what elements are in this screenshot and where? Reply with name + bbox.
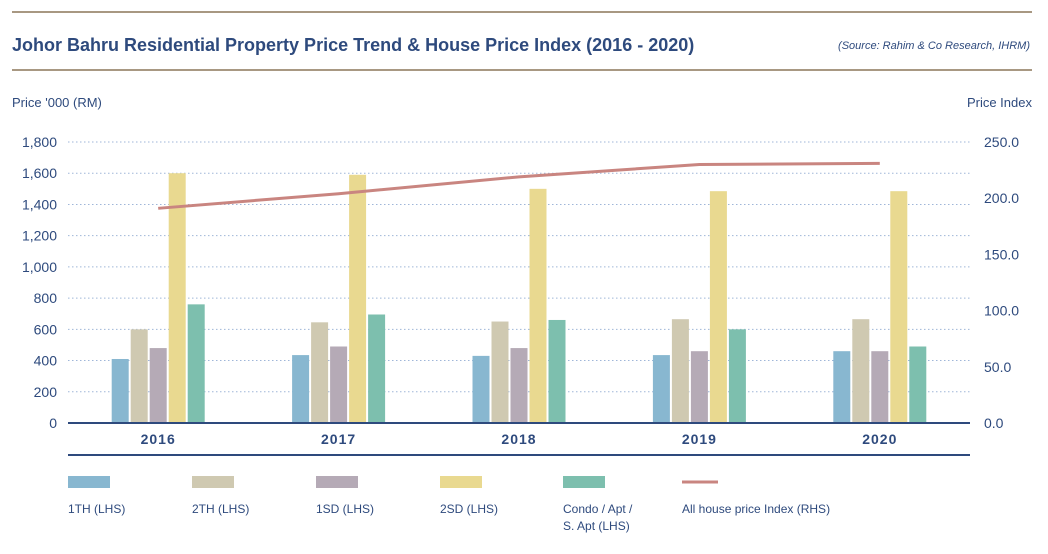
bar	[852, 319, 870, 423]
bar	[529, 188, 547, 423]
right-axis-ticks: 0.0 50.0 100.0 150.0 200.0 250.0	[984, 134, 1019, 431]
left-tick-label: 1,800	[22, 134, 57, 150]
bar	[548, 319, 566, 423]
left-tick-label: 0	[49, 415, 57, 431]
legend-swatch	[563, 476, 605, 488]
x-axis: 2016 2017 2018 2019 2020	[68, 422, 970, 456]
bar	[491, 321, 509, 423]
legend-label: 2TH (LHS)	[192, 502, 249, 516]
bar	[671, 319, 689, 423]
legend-swatch	[440, 476, 482, 488]
right-tick-label: 250.0	[984, 134, 1019, 150]
left-axis-title: Price '000 (RM)	[12, 95, 102, 110]
right-axis-title: Price Index	[967, 95, 1033, 110]
left-tick-label: 1,000	[22, 259, 57, 275]
left-tick-label: 600	[34, 321, 58, 337]
index-line	[158, 161, 880, 210]
left-tick-label: 800	[34, 290, 58, 306]
bar-series	[111, 173, 927, 423]
chart-title: Johor Bahru Residential Property Price T…	[12, 35, 694, 55]
legend-swatch	[192, 476, 234, 488]
right-tick-label: 150.0	[984, 246, 1019, 262]
x-tick-label: 2019	[682, 431, 717, 447]
legend: 1TH (LHS) 2TH (LHS) 1SD (LHS) 2SD (LHS) Cond…	[68, 476, 830, 533]
left-tick-label: 1,200	[22, 228, 57, 244]
bar	[292, 355, 310, 423]
bar	[472, 355, 490, 423]
x-tick-label: 2020	[862, 431, 897, 447]
right-tick-label: 200.0	[984, 190, 1019, 206]
bar	[833, 351, 851, 423]
x-tick-label: 2016	[141, 431, 176, 447]
left-tick-label: 1,400	[22, 196, 57, 212]
legend-swatch	[68, 476, 110, 488]
legend-label: 2SD (LHS)	[440, 502, 498, 516]
bar	[890, 191, 908, 423]
bar	[111, 358, 129, 423]
bar	[311, 322, 329, 423]
bar	[690, 351, 708, 423]
index-line-series	[158, 161, 880, 210]
legend-label: All house price Index (RHS)	[682, 502, 830, 516]
right-tick-label: 0.0	[984, 415, 1004, 431]
left-tick-label: 1,600	[22, 165, 57, 181]
bar	[368, 314, 386, 423]
bar	[168, 173, 186, 423]
bar	[709, 191, 727, 423]
bar	[652, 355, 670, 423]
bar	[149, 348, 167, 423]
bar	[130, 329, 148, 423]
bar	[909, 346, 927, 423]
bar	[510, 348, 528, 423]
left-tick-label: 200	[34, 384, 58, 400]
source-note: (Source: Rahim & Co Research, IHRM)	[838, 40, 1030, 52]
x-tick-label: 2018	[501, 431, 536, 447]
bar	[871, 351, 889, 423]
legend-label: Condo / Apt /	[563, 502, 633, 516]
right-tick-label: 100.0	[984, 303, 1019, 319]
legend-swatch	[316, 476, 358, 488]
bar	[349, 174, 367, 423]
left-tick-label: 400	[34, 353, 58, 369]
left-axis-ticks: 0 200 400 600 800 1,000 1,200 1,400 1,600 1,800	[22, 134, 57, 431]
legend-label: S. Apt (LHS)	[563, 519, 630, 533]
legend-label: 1TH (LHS)	[68, 502, 125, 516]
x-tick-label: 2017	[321, 431, 356, 447]
legend-label: 1SD (LHS)	[316, 502, 374, 516]
bar	[728, 329, 746, 423]
bar	[187, 304, 205, 423]
bar	[330, 346, 348, 423]
right-tick-label: 50.0	[984, 359, 1011, 375]
